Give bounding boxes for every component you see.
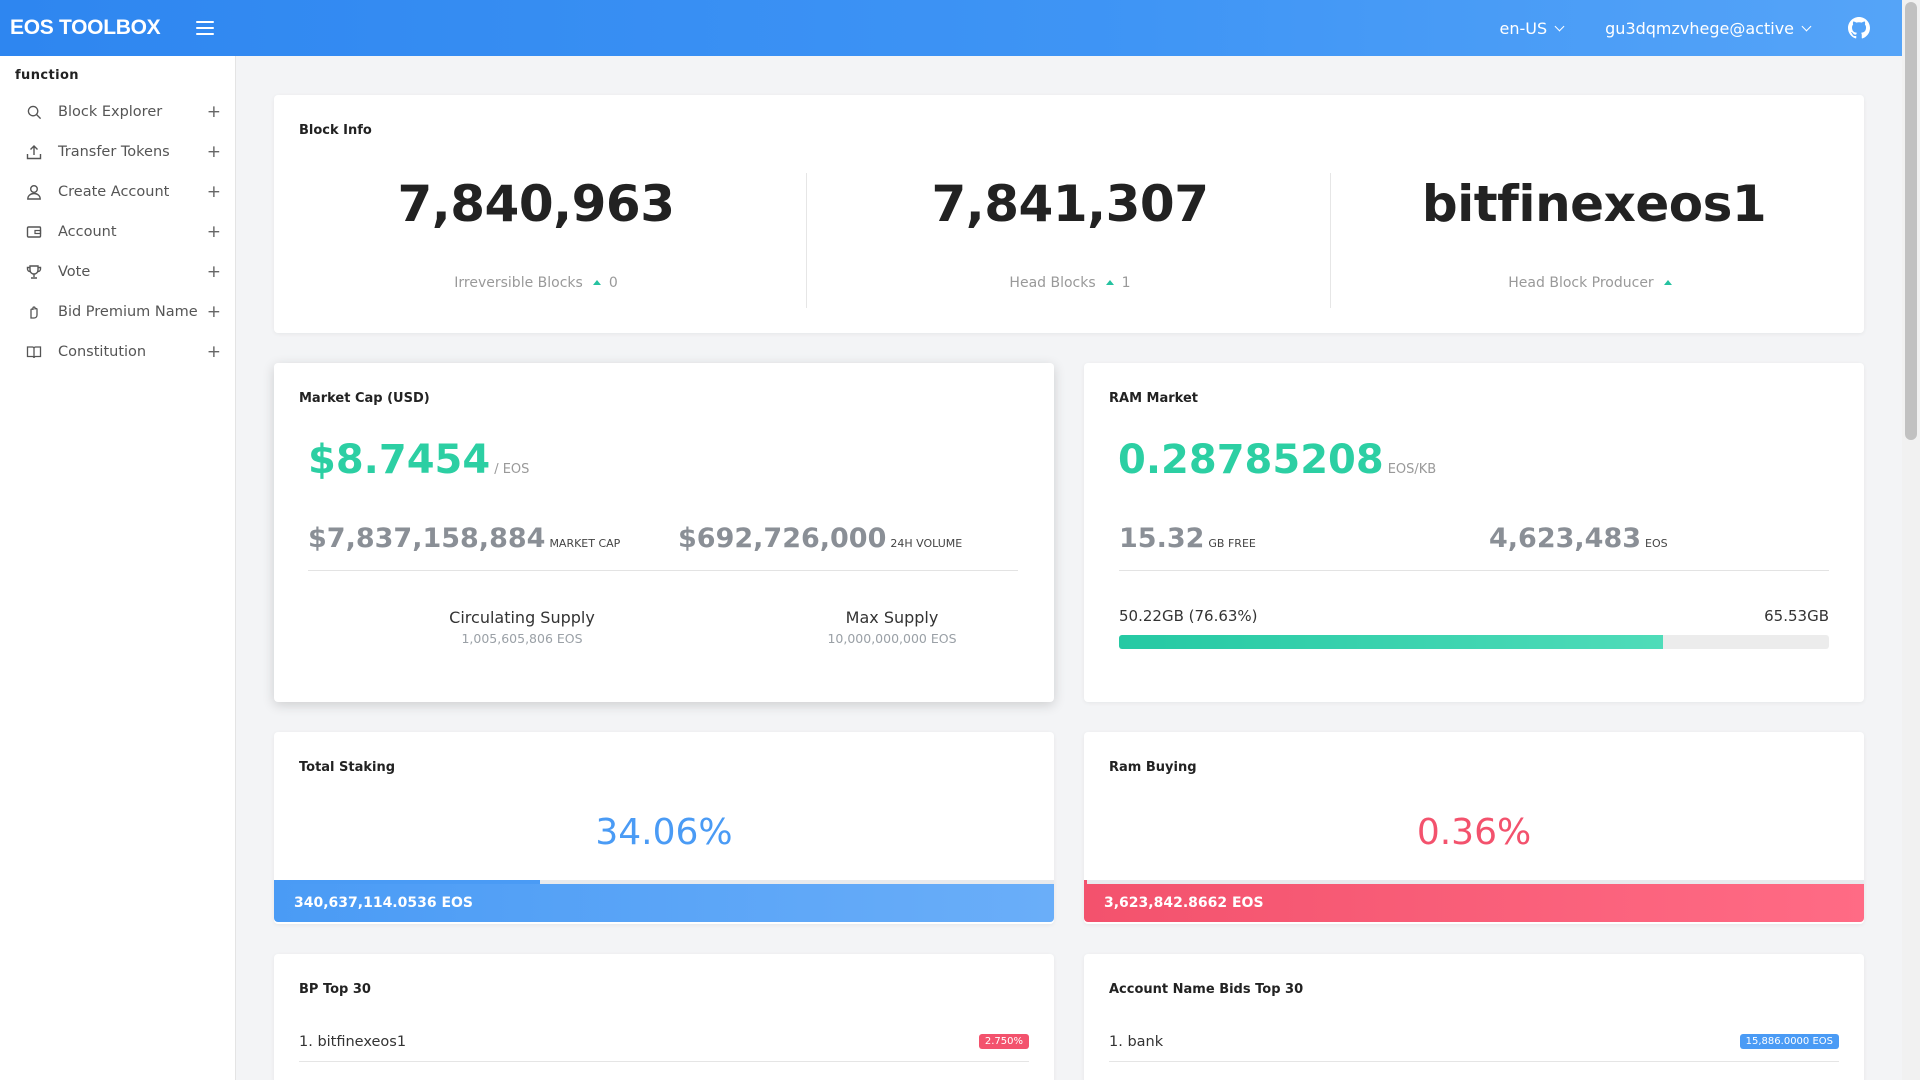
head-blocks-value: 7,841,307: [931, 175, 1209, 233]
max-supply: Max Supply 10,000,000,000 EOS: [827, 608, 957, 646]
sidebar-item-block-explorer[interactable]: Block Explorer +: [0, 92, 235, 132]
card-title: Block Info: [299, 123, 372, 138]
language-label: en-US: [1499, 18, 1548, 38]
divider: [308, 570, 1018, 571]
circulating-supply: Circulating Supply 1,005,605,806 EOS: [449, 608, 595, 646]
bid-name: 1. bank: [1109, 1033, 1164, 1050]
ram-total-label: 65.53GB: [1764, 607, 1829, 625]
sidebar-item-vote[interactable]: Vote +: [0, 252, 235, 292]
sidebar-item-label: Bid Premium Name: [58, 304, 198, 320]
sidebar-item-create-account[interactable]: Create Account +: [0, 172, 235, 212]
sidebar-item-transfer-tokens[interactable]: Transfer Tokens +: [0, 132, 235, 172]
account-label: gu3dqmzvhege@active: [1605, 18, 1794, 38]
ram-buying-amount: 3,623,842.8662 EOS: [1084, 884, 1864, 922]
account-dropdown[interactable]: gu3dqmzvhege@active: [1605, 18, 1812, 38]
scrollbar-thumb[interactable]: [1905, 2, 1917, 440]
sidebar-section-title: function: [15, 68, 79, 83]
upload-icon: [26, 144, 42, 160]
bp-top-card: BP Top 30 1. bitfinexeos1 2.750%: [274, 954, 1054, 1080]
ram-buying-card: Ram Buying 0.36% 3,623,842.8662 EOS: [1084, 732, 1864, 924]
total-staking-card: Total Staking 34.06% 340,637,114.0536 EO…: [274, 732, 1054, 924]
bid-amount-badge: 15,886.0000 EOS: [1739, 1034, 1839, 1049]
expand-plus-icon[interactable]: +: [206, 302, 221, 322]
expand-plus-icon[interactable]: +: [206, 262, 221, 282]
ram-usage-bar: [1119, 635, 1829, 649]
menu-toggle-icon[interactable]: [196, 21, 214, 35]
up-arrow-icon: [1663, 280, 1672, 285]
ram-eos-stat: 4,623,483 EOS: [1489, 523, 1668, 554]
bp-name: 1. bitfinexeos1: [299, 1033, 407, 1050]
book-icon: [26, 344, 42, 360]
up-arrow-icon: [592, 280, 601, 285]
sidebar-item-constitution[interactable]: Constitution +: [0, 332, 235, 372]
sidebar-item-label: Constitution: [58, 344, 147, 360]
user-icon: [26, 184, 42, 200]
chevron-down-icon: [1554, 21, 1565, 31]
ram-market-card: RAM Market 0.28785208 EOS/KB 15.32 GB FREE…: [1084, 363, 1864, 702]
sidebar-item-label: Transfer Tokens: [58, 144, 170, 160]
card-title: Total Staking: [299, 760, 396, 775]
expand-plus-icon[interactable]: +: [206, 222, 221, 242]
staking-progress-track: [274, 880, 1054, 885]
card-title: Account Name Bids Top 30: [1109, 982, 1304, 997]
wallet-icon: [26, 224, 42, 240]
expand-plus-icon[interactable]: +: [206, 102, 221, 122]
up-arrow-icon: [1105, 280, 1114, 285]
brand-logo[interactable]: EOS TOOLBOX: [10, 16, 161, 39]
card-title: Market Cap (USD): [299, 391, 430, 406]
staking-progress-fill: [274, 880, 540, 885]
volume-stat: $692,726,000 24H VOLUME: [678, 523, 963, 554]
trophy-icon: [26, 264, 42, 280]
market-cap-card: Market Cap (USD) $8.7454/ EOS $7,837,158…: [274, 363, 1054, 702]
page-scrollbar[interactable]: [1902, 0, 1920, 1080]
expand-plus-icon[interactable]: +: [206, 142, 221, 162]
card-title: Ram Buying: [1109, 760, 1197, 775]
divider: [1330, 173, 1331, 308]
top-bar: EOS TOOLBOX en-US gu3dqmzvhege@active: [0, 0, 1902, 56]
block-info-card: Block Info 7,840,963 Irreversible Blocks…: [274, 95, 1864, 333]
sidebar-item-label: Block Explorer: [58, 104, 163, 120]
github-icon[interactable]: [1848, 17, 1870, 39]
list-item[interactable]: 1. bitfinexeos1 2.750%: [299, 1022, 1029, 1062]
expand-plus-icon[interactable]: +: [206, 182, 221, 202]
sidebar-item-label: Vote: [58, 264, 91, 280]
divider: [1119, 570, 1829, 571]
staking-percent: 34.06%: [595, 812, 733, 853]
divider: [806, 173, 807, 308]
card-title: BP Top 30: [299, 982, 371, 997]
ram-free-stat: 15.32 GB FREE: [1119, 523, 1256, 554]
ram-buying-progress-fill: [1084, 880, 1087, 885]
sidebar-item-bid-premium-name[interactable]: Bid Premium Name +: [0, 292, 235, 332]
hand-icon: [26, 304, 42, 320]
market-cap-stat: $7,837,158,884 MARKET CAP: [308, 523, 621, 554]
eos-price: $8.7454/ EOS: [308, 437, 530, 483]
language-dropdown[interactable]: en-US: [1499, 18, 1565, 38]
irreversible-blocks-label: Irreversible Blocks 0: [454, 275, 618, 291]
head-block-producer-value[interactable]: bitfinexeos1: [1421, 175, 1767, 233]
expand-plus-icon[interactable]: +: [206, 342, 221, 362]
list-item[interactable]: 1. bank 15,886.0000 EOS: [1109, 1022, 1839, 1062]
chevron-down-icon: [1801, 21, 1812, 31]
search-icon: [26, 104, 42, 120]
staking-amount: 340,637,114.0536 EOS: [274, 884, 1054, 922]
vote-percent-badge: 2.750%: [978, 1034, 1029, 1049]
card-title: RAM Market: [1109, 391, 1198, 406]
head-blocks-label: Head Blocks 1: [1009, 275, 1131, 291]
head-block-producer-label: Head Block Producer: [1332, 275, 1856, 291]
sidebar-item-label: Account: [58, 224, 117, 240]
ram-price: 0.28785208 EOS/KB: [1118, 437, 1437, 483]
ram-usage-fill: [1119, 635, 1664, 649]
ram-buying-percent: 0.36%: [1416, 812, 1532, 853]
ram-buying-progress-track: [1084, 880, 1864, 885]
sidebar-item-label: Create Account: [58, 184, 170, 200]
sidebar-item-account[interactable]: Account +: [0, 212, 235, 252]
account-bids-card: Account Name Bids Top 30 1. bank 15,886.…: [1084, 954, 1864, 1080]
irreversible-blocks-value: 7,840,963: [397, 175, 675, 233]
ram-used-label: 50.22GB (76.63%): [1119, 607, 1258, 625]
sidebar: function Block Explorer + Transfer Token…: [0, 56, 236, 1080]
